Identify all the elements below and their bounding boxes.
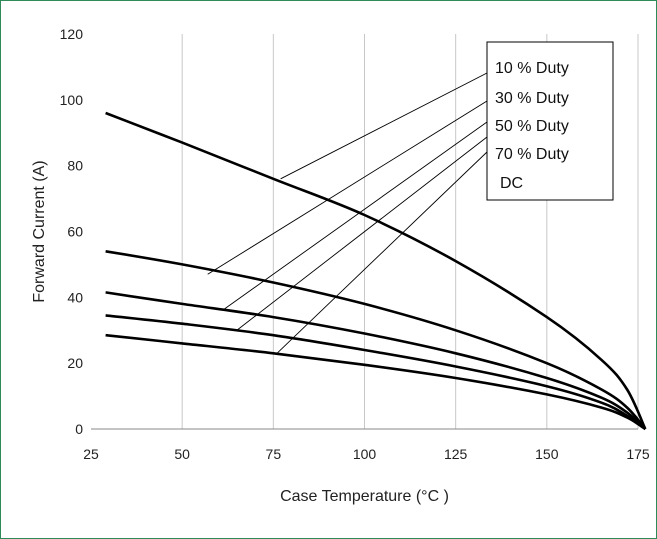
x-tick-125: 125 [444,446,468,462]
y-tick-40: 40 [67,289,83,305]
legend-pointer-0 [280,72,488,180]
y-tick-labels: 0 20 40 60 80 100 120 [60,26,84,437]
legend-box [486,41,614,201]
legend-entry-0: 10 % Duty [495,60,569,77]
y-tick-20: 20 [67,355,83,371]
y-tick-60: 60 [67,224,83,240]
series-line-4 [105,333,647,431]
x-tick-75: 75 [266,446,282,462]
legend: 10 % Duty 30 % Duty 50 % Duty 70 % Duty DC [486,41,614,201]
legend-pointer-2 [222,121,488,311]
legend-pointer-3 [236,136,488,331]
legend-entry-1: 30 % Duty [495,90,569,107]
series-line-2 [105,291,647,430]
x-tick-50: 50 [174,446,190,462]
legend-entry-4: DC [500,175,523,192]
series-lines [105,111,647,431]
y-axis-title: Forward Current (A) [31,160,48,302]
series-line-0 [105,111,647,430]
y-tick-120: 120 [60,26,84,42]
y-tick-80: 80 [67,158,83,174]
legend-pointer-1 [207,100,488,275]
y-tick-0: 0 [75,421,83,437]
legend-entry-3: 70 % Duty [495,146,569,163]
x-tick-175: 175 [626,446,650,462]
x-tick-150: 150 [535,446,559,462]
series-line-1 [105,250,647,430]
y-tick-100: 100 [60,92,84,108]
legend-pointer-lines [207,72,488,354]
x-tick-labels: 25 50 75 100 125 150 175 [83,446,650,462]
series-line-3 [105,314,647,431]
legend-entry-2: 50 % Duty [495,118,569,135]
x-axis-title: Case Temperature (°C ) [280,488,449,505]
x-tick-100: 100 [353,446,377,462]
legend-pointer-4 [276,151,488,354]
x-tick-25: 25 [83,446,99,462]
